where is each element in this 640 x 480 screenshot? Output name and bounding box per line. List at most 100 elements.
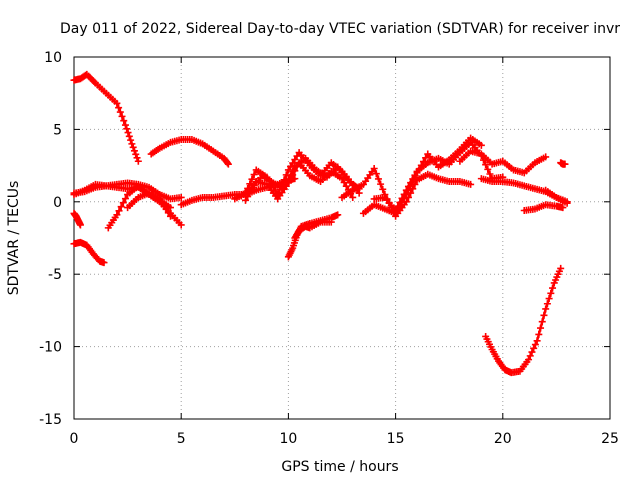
data-point: [133, 154, 141, 162]
data-point: [119, 199, 127, 207]
data-point: [250, 181, 258, 189]
data-point: [533, 337, 541, 345]
data-point: [422, 154, 430, 162]
data-point: [528, 348, 536, 356]
data-point: [549, 284, 557, 292]
data-point: [282, 171, 290, 179]
axis-ticks: 0 5 10 15 20 25 -15 -10 -5 0 5 10: [39, 50, 619, 447]
series-arc-20: [482, 264, 565, 377]
data-point: [117, 203, 125, 211]
data-point: [132, 150, 140, 158]
data-point: [113, 211, 121, 219]
data-point: [563, 198, 571, 206]
series-line: [72, 73, 140, 163]
data-point: [113, 99, 121, 107]
data-point: [477, 141, 485, 149]
data-point: [244, 193, 252, 201]
data-point: [542, 153, 550, 161]
data-point: [250, 171, 258, 179]
data-point: [400, 190, 408, 198]
data-point: [396, 198, 404, 206]
data-point: [121, 121, 129, 129]
data-point: [224, 160, 232, 168]
data-point: [177, 221, 185, 229]
y-axis-label: SDTVAR / TECUs: [6, 181, 22, 296]
series-arc-7: [124, 189, 174, 220]
data-point: [482, 161, 490, 169]
data-point: [128, 140, 136, 148]
data-point: [526, 352, 534, 360]
data-point: [177, 193, 185, 201]
data-point: [120, 117, 128, 125]
data-point: [246, 189, 254, 197]
data-point: [338, 175, 346, 183]
data-point: [115, 104, 123, 112]
data-point: [484, 165, 492, 173]
y-tick-label: -5: [48, 267, 62, 283]
data-point: [118, 112, 126, 120]
series-arc-18: [456, 147, 550, 177]
data-point: [289, 171, 297, 179]
data-point: [134, 157, 142, 165]
data-point: [411, 171, 419, 179]
series-arc-17: [370, 138, 507, 214]
data-point: [467, 180, 475, 188]
series-arc-2: [70, 209, 84, 229]
data-point: [166, 212, 174, 220]
data-point: [547, 289, 555, 297]
data-point: [377, 180, 385, 188]
series-arc-12: [242, 159, 357, 204]
series-arc-22: [542, 186, 571, 206]
data-point: [342, 182, 350, 190]
data-point: [248, 175, 256, 183]
y-tick-label: -10: [39, 340, 62, 356]
data-point: [407, 179, 415, 187]
chart-title: Day 011 of 2022, Sidereal Day-to-day VTE…: [60, 21, 620, 37]
x-tick-label: 25: [601, 431, 619, 447]
data-point: [125, 132, 133, 140]
data-point: [372, 170, 380, 178]
x-tick-label: 15: [387, 431, 405, 447]
series-arc-19: [477, 175, 571, 207]
data-point: [398, 194, 406, 202]
data-point: [543, 300, 551, 308]
data-point: [537, 324, 545, 332]
data-point: [535, 330, 543, 338]
data-point: [224, 159, 232, 167]
data-point: [355, 189, 363, 197]
data-point: [291, 167, 299, 175]
data-series: [70, 70, 571, 377]
y-tick-label: 5: [53, 122, 62, 138]
data-point: [561, 160, 569, 168]
data-point: [530, 344, 538, 352]
x-tick-label: 20: [494, 431, 512, 447]
data-point: [124, 129, 132, 137]
data-point: [559, 204, 567, 212]
plot-frame: [73, 56, 611, 420]
grid: [74, 57, 610, 419]
data-point: [116, 108, 124, 116]
series-arc-1: [70, 70, 142, 165]
data-point: [374, 175, 382, 183]
x-tick-label: 0: [70, 431, 79, 447]
data-point: [379, 185, 387, 193]
x-tick-label: 10: [279, 431, 297, 447]
y-tick-label: 0: [53, 195, 62, 211]
data-point: [130, 147, 138, 155]
data-point: [100, 259, 108, 267]
y-tick-label: -15: [39, 412, 62, 428]
data-point: [248, 185, 256, 193]
data-point: [287, 175, 295, 183]
y-tick-label: 10: [44, 50, 62, 66]
data-point: [409, 175, 417, 183]
data-point: [115, 207, 123, 215]
data-point: [402, 186, 410, 194]
data-point: [293, 163, 301, 171]
data-point: [404, 182, 412, 190]
data-point: [557, 264, 565, 272]
data-point: [166, 204, 174, 212]
series-arc-23: [557, 159, 569, 168]
series-arc-21: [520, 201, 567, 214]
series-arc-8: [147, 136, 232, 168]
